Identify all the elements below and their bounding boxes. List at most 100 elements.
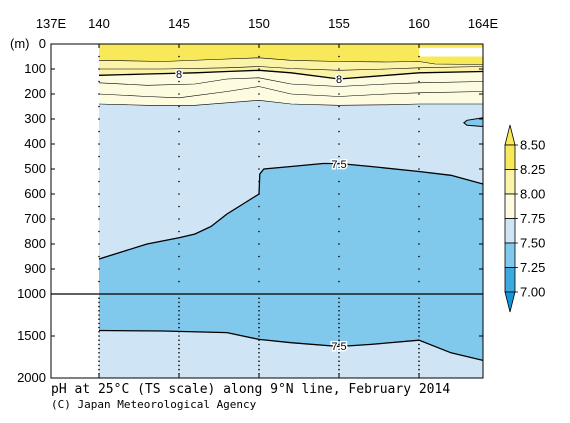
grid-dot bbox=[258, 310, 260, 312]
grid-dot bbox=[258, 347, 260, 350]
y-tick-label: 900 bbox=[24, 261, 46, 276]
grid-dot bbox=[338, 80, 340, 83]
grid-dot bbox=[418, 105, 420, 108]
grid-dot bbox=[98, 360, 100, 363]
grid-dot bbox=[258, 360, 260, 363]
grid-dot bbox=[418, 118, 420, 120]
grid-dot bbox=[258, 155, 260, 158]
blank-patch bbox=[419, 47, 483, 57]
grid-dot bbox=[98, 352, 100, 354]
contour-7_76 bbox=[98, 99, 483, 106]
grid-dot bbox=[258, 352, 260, 354]
grid-dot bbox=[338, 326, 340, 329]
colorbar-segment bbox=[504, 218, 516, 244]
y-axis: 0 100 200 300 400 500 600 700 800 900 1000 1500 2000 bbox=[17, 36, 483, 385]
grid-dot bbox=[338, 143, 340, 145]
grid-dot bbox=[418, 255, 420, 258]
fill-upper-7_25-7_50 bbox=[99, 163, 483, 294]
grid-dot bbox=[178, 155, 180, 158]
colorbar-bottom-arrow bbox=[504, 291, 516, 313]
grid-dot bbox=[418, 364, 420, 367]
grid-dot bbox=[338, 318, 340, 321]
grid-dot bbox=[338, 368, 340, 371]
grid-dot bbox=[338, 155, 340, 158]
grid-dot bbox=[338, 356, 340, 358]
contour-label: 7.5 bbox=[331, 341, 346, 353]
grid-dot bbox=[258, 130, 260, 133]
y-tick-label: 100 bbox=[24, 61, 46, 76]
grid-dot bbox=[98, 205, 100, 208]
grid-dot bbox=[178, 243, 180, 245]
colorbar-segment bbox=[504, 144, 516, 170]
grid-dot bbox=[418, 322, 420, 325]
plot-frame bbox=[50, 43, 484, 379]
grid-dot bbox=[98, 93, 100, 95]
y-tick-label: 200 bbox=[24, 86, 46, 101]
grid-dot bbox=[418, 55, 420, 58]
grid-dot bbox=[258, 230, 260, 233]
grid-dot bbox=[418, 314, 420, 316]
grid-dot bbox=[98, 230, 100, 233]
grid-dot bbox=[418, 180, 420, 183]
grid-dot bbox=[338, 230, 340, 233]
grid-dot bbox=[178, 130, 180, 133]
grid-dot bbox=[418, 205, 420, 208]
grid-dot bbox=[418, 143, 420, 145]
contour-7_50-lower bbox=[98, 329, 483, 362]
grid-dot bbox=[418, 280, 420, 283]
x-tick-label: 160 bbox=[408, 16, 430, 31]
grid-dot bbox=[178, 105, 180, 108]
grid-dot bbox=[98, 218, 100, 220]
grid-dot bbox=[178, 368, 180, 371]
grid-dot bbox=[418, 352, 420, 354]
grid-dot bbox=[258, 335, 260, 337]
grid-dot bbox=[418, 331, 420, 333]
colorbar-label: 7.50 bbox=[520, 236, 545, 251]
grid-dot bbox=[418, 310, 420, 312]
grid-dot bbox=[338, 93, 340, 95]
grid-dot bbox=[178, 268, 180, 270]
grid-dot bbox=[178, 352, 180, 354]
grid-dot bbox=[98, 335, 100, 337]
grid-dot bbox=[178, 331, 180, 333]
contour-label: 7.5 bbox=[331, 159, 346, 171]
y-tick-label: 0 bbox=[39, 36, 46, 51]
grid-dot bbox=[258, 55, 260, 58]
grid-dot bbox=[338, 360, 340, 363]
grid-dot bbox=[98, 310, 100, 312]
grid-dot bbox=[338, 105, 340, 108]
grid-dot bbox=[258, 143, 260, 145]
grid-dot bbox=[178, 305, 180, 308]
grid-dot bbox=[418, 347, 420, 350]
grid-dot bbox=[258, 243, 260, 245]
grid-dot bbox=[98, 55, 100, 58]
grid-dot bbox=[98, 155, 100, 158]
grid-dot bbox=[178, 143, 180, 145]
grid-dot bbox=[418, 356, 420, 358]
grid-dot bbox=[178, 168, 180, 170]
colorbar: 8.50 8.25 8.00 7.75 7.50 7.25 7.00 bbox=[504, 124, 545, 313]
grid-dot bbox=[338, 243, 340, 245]
x-tick-label: 145 bbox=[168, 16, 190, 31]
grid-dot bbox=[338, 347, 340, 350]
grid-dot bbox=[258, 314, 260, 316]
grid-dot bbox=[418, 335, 420, 337]
x-tick-label: 140 bbox=[88, 16, 110, 31]
grid-dot bbox=[338, 364, 340, 367]
grid-dot bbox=[178, 360, 180, 363]
y-tick-label: 2000 bbox=[17, 370, 46, 385]
grid-dot bbox=[418, 360, 420, 363]
grid-dot bbox=[418, 243, 420, 245]
grid-dot bbox=[338, 168, 340, 170]
grid-dot bbox=[178, 180, 180, 183]
grid-dot bbox=[98, 364, 100, 367]
grid-dot bbox=[258, 180, 260, 183]
grid-dot bbox=[338, 255, 340, 258]
grid-dot bbox=[178, 297, 180, 300]
grid-dot bbox=[418, 318, 420, 321]
colorbar-label: 8.00 bbox=[520, 187, 545, 202]
grid-dot bbox=[98, 305, 100, 308]
grid-dot bbox=[418, 305, 420, 308]
grid-dot bbox=[178, 218, 180, 220]
grid-dot bbox=[98, 314, 100, 316]
